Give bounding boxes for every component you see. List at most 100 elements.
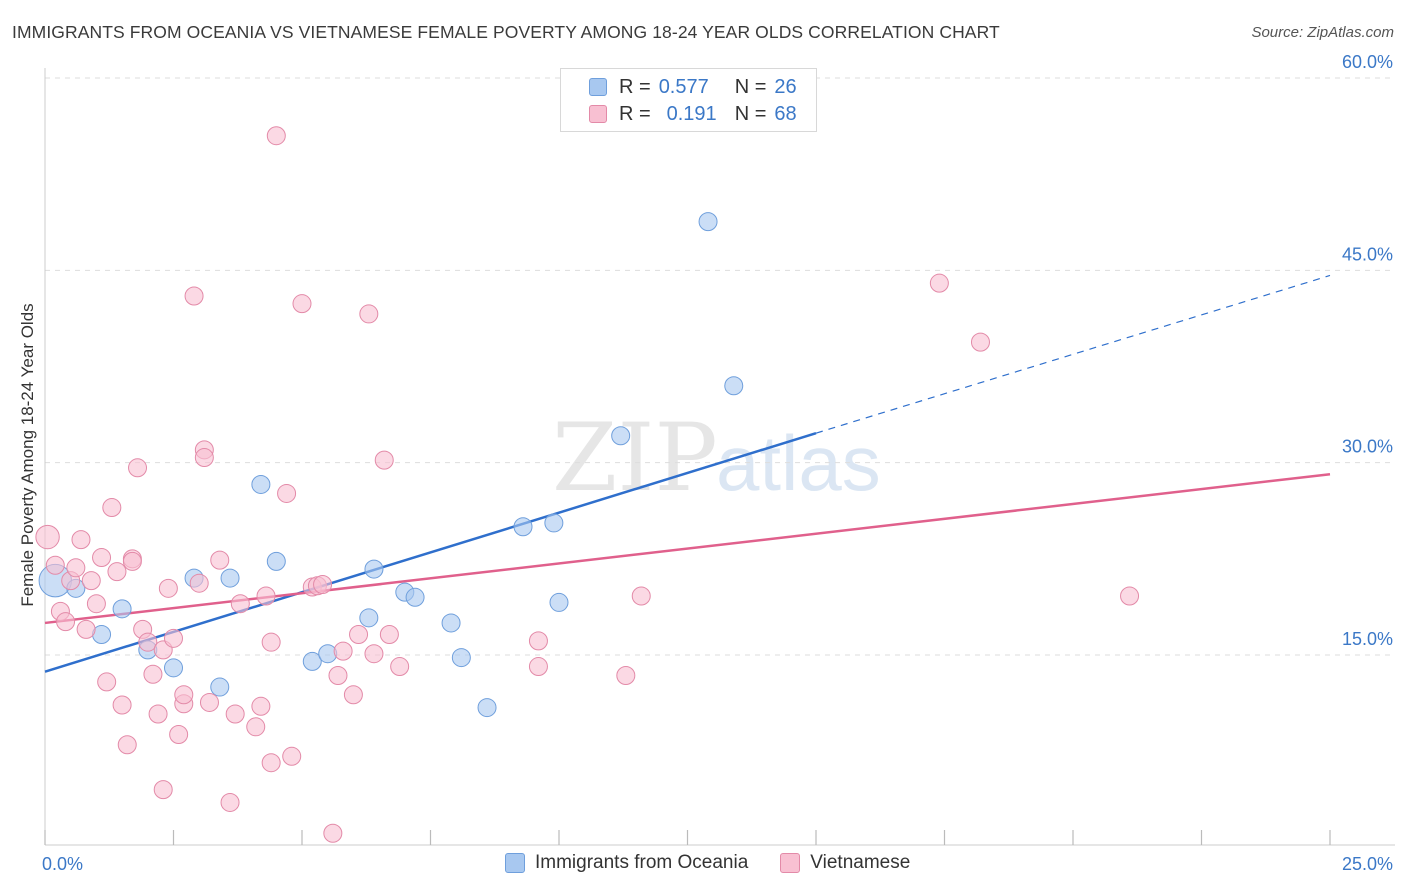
vietnamese-point [220,792,240,812]
vietnamese-point [210,550,230,570]
legend-row-oceania: R = 0.577 N = 26 [589,74,797,100]
vietnamese-point [528,657,548,677]
source-label: Source: ZipAtlas.com [1251,24,1394,41]
vietnamese-point [117,735,137,755]
y-tick-label: 45.0% [1342,244,1393,264]
gridlines [45,77,1395,656]
series-legend: Immigrants from Oceania Vietnamese [505,852,942,874]
vietnamese-point [164,628,183,648]
oceania-point [549,592,569,612]
legend-r-value: 0.191 [666,102,717,125]
y-tick-label: 30.0% [1342,437,1393,457]
vietnamese-point [349,624,369,644]
series-legend-vietnamese: Vietnamese [780,852,910,874]
oceania-point [451,648,471,668]
oceania-point [112,599,132,619]
y-tick-label: 15.0% [1342,629,1393,649]
vietnamese-point [364,644,384,664]
vietnamese-point [56,612,76,632]
y-tick-label: 60.0% [1342,52,1393,72]
vietnamese-point [122,551,142,571]
vietnamese-point [328,666,348,686]
oceania-point [359,608,379,628]
legend-r-value: 0.577 [658,75,709,98]
oceania-point [302,651,322,671]
vietnamese-point [35,524,60,550]
oceania-point [266,551,286,571]
legend-n-label: N = [734,102,767,125]
oceania-trend-line [44,431,817,673]
vietnamese-point [292,294,312,314]
vietnamese-point [313,574,333,594]
vietnamese-point [92,548,112,568]
oceania-point [698,212,718,232]
vietnamese-point [66,558,86,578]
oceania-point [220,568,240,588]
watermark: ZIP atlas [552,404,881,513]
chart-title: IMMIGRANTS FROM OCEANIA VS VIETNAMESE FE… [12,22,1000,42]
vietnamese-point [266,126,286,146]
vietnamese-point [390,657,410,677]
vietnamese-point [143,664,163,684]
vietnamese-point [45,555,65,575]
vietnamese-point [153,780,173,800]
correlation-legend: R = 0.577 N = 26 R = 0.191 N = 68 [560,68,817,132]
vietnamese-point [261,753,281,773]
oceania-point [441,613,461,633]
vietnamese-point [194,448,214,468]
vietnamese-point [528,631,548,651]
series-swatch-vietnamese [780,853,801,873]
vietnamese-point [929,273,949,293]
vietnamese-point [86,594,106,614]
vietnamese-point [333,641,353,661]
series-name-vietnamese: Vietnamese [810,852,911,873]
legend-row-vietnamese: R = 0.191 N = 68 [589,101,797,127]
vietnamese-point [323,823,343,843]
vietnamese-point [102,498,122,518]
vietnamese-point [199,692,219,712]
vietnamese-point [107,562,127,582]
vietnamese-point [251,696,271,716]
vietnamese-point [1120,586,1140,606]
vietnamese-point [112,695,132,715]
series-name-oceania: Immigrants from Oceania [535,852,749,873]
vietnamese-point [230,594,250,614]
vietnamese-point [189,573,209,593]
vietnamese-point [97,672,117,692]
vietnamese-point [379,624,399,644]
vietnamese-point [169,724,189,744]
oceania-point [611,426,631,446]
vietnamese-point [277,483,297,503]
legend-r-label: R = [619,75,651,98]
data-points [35,126,1140,843]
vietnamese-point [261,632,281,652]
legend-r-label: R = [619,102,651,125]
x-tick-label-max: 25.0% [1342,854,1393,874]
axes [44,68,1395,846]
y-axis-label: Female Poverty Among 18-24 Year Olds [18,303,37,607]
vietnamese-point [282,746,302,766]
vietnamese-point [343,685,363,705]
x-tick-label-min: 0.0% [42,854,83,874]
vietnamese-point [128,458,148,478]
vietnamese-point [138,632,158,652]
vietnamese-point [374,450,394,470]
vietnamese-point [184,286,204,306]
vietnamese-point [970,332,990,352]
vietnamese-point [158,578,178,598]
legend-swatch-vietnamese [589,105,607,123]
vietnamese-point [225,704,245,724]
legend-swatch-oceania [589,78,607,96]
vietnamese-point [71,530,91,550]
vietnamese-point [76,619,96,639]
oceania-point [364,559,384,579]
vietnamese-point [81,571,101,591]
series-legend-oceania: Immigrants from Oceania [505,852,748,874]
vietnamese-point [359,304,379,324]
legend-n-label: N = [734,75,767,98]
vietnamese-point [148,704,168,724]
oceania-point [405,587,425,607]
legend-n-value: 26 [774,75,797,98]
oceania-point [477,698,497,718]
